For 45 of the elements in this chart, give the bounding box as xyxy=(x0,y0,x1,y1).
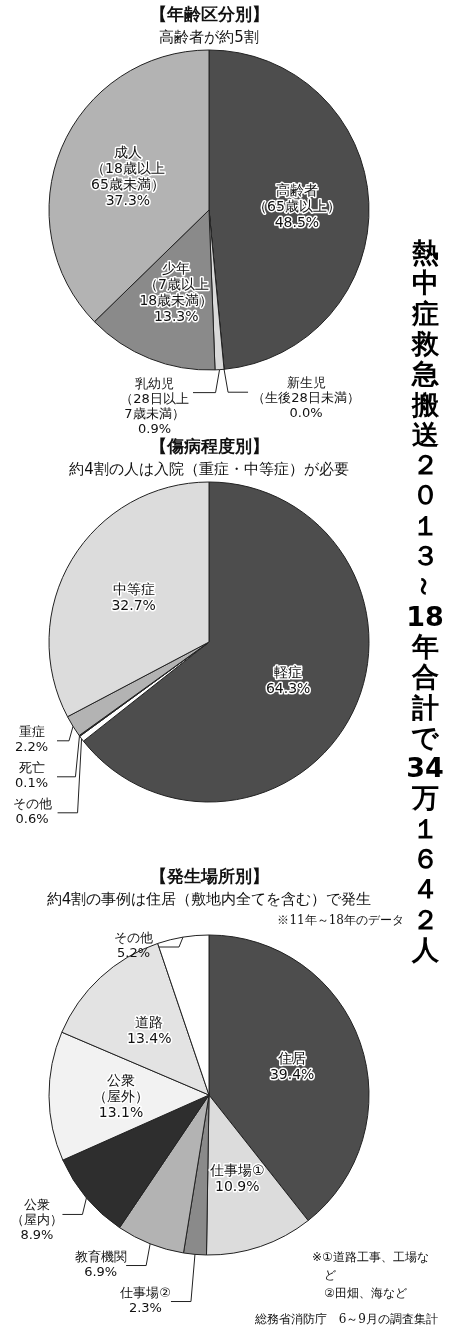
data-label: 2.3% xyxy=(128,1299,162,1315)
data-label: 13.1% xyxy=(98,1103,144,1120)
slice-label: その他 xyxy=(12,795,52,811)
data-label: 6.9% xyxy=(84,1263,118,1279)
data-label: 0.6% xyxy=(15,810,49,826)
slice-label: 仕事場② xyxy=(119,1284,171,1300)
data-label: 13.3% xyxy=(154,307,199,324)
text: ※11年～18年のデータ xyxy=(277,913,404,927)
slice-label: 公衆（屋外） xyxy=(93,1071,149,1104)
slice-label: 成人（18歳以上65歳未満） xyxy=(91,143,165,192)
text: 0.0% xyxy=(289,405,323,421)
category-label: 新生児（生後28日未満） xyxy=(252,375,360,406)
slice-label: 住居 xyxy=(277,1050,307,1067)
data-label: 8.9% xyxy=(20,1227,54,1243)
data-label: 0.9% xyxy=(137,420,172,436)
data-label: 0.1% xyxy=(14,774,49,790)
chart-title: 【発生場所別】 xyxy=(149,866,269,886)
chart-title: 熱中症救急搬送２０１３～18年合計で34万１６４２人 xyxy=(406,237,444,965)
data-label: 10.9% xyxy=(214,1178,260,1195)
legend-label: その他 xyxy=(114,930,153,945)
chart-subtitle: 約4割の事例は住居（敷地内全てを含む）で発生 xyxy=(46,890,372,908)
slice-label: 乳幼児（28日以上7歳未満） xyxy=(120,375,189,421)
slice-label: 道路 xyxy=(135,1014,164,1031)
data-label: 64.3% xyxy=(265,680,311,697)
chart-subtitle: 高齢者が約5割 xyxy=(159,28,259,46)
slice-label: 中等症 xyxy=(112,580,155,597)
data-label: 13.4% xyxy=(126,1030,172,1047)
data-label: 39.4% xyxy=(269,1066,315,1083)
slice-label: 重症 xyxy=(18,723,45,739)
slice-label: 公衆（屋内） xyxy=(10,1197,63,1228)
data-label: 32.7% xyxy=(111,596,156,613)
data-label: 48.5% xyxy=(274,213,320,230)
text: ※①道路工事、工場など②田畑、海など xyxy=(312,1250,429,1300)
chart-subtitle: 約4割の人は入院（重症・中等症）が必要 xyxy=(69,460,349,478)
chart-title: 【年齢区分別】 xyxy=(149,4,269,24)
slice-label: 仕事場① xyxy=(208,1162,265,1179)
slice-label: 教育機関 xyxy=(74,1248,127,1264)
data-label: 37.3% xyxy=(105,191,151,208)
text: 総務省消防庁 6～9月の調査集計 xyxy=(253,1312,438,1326)
chart-title: 【傷病程度別】 xyxy=(149,436,269,456)
data-label: 2.2% xyxy=(14,738,49,754)
slice-label: 死亡 xyxy=(18,759,45,775)
slice-label: 軽症 xyxy=(274,664,303,681)
slice-label: 高齢者（65歳以上） xyxy=(252,181,341,214)
slice-label: 少年（7歳以上18歳未満） xyxy=(139,259,214,308)
